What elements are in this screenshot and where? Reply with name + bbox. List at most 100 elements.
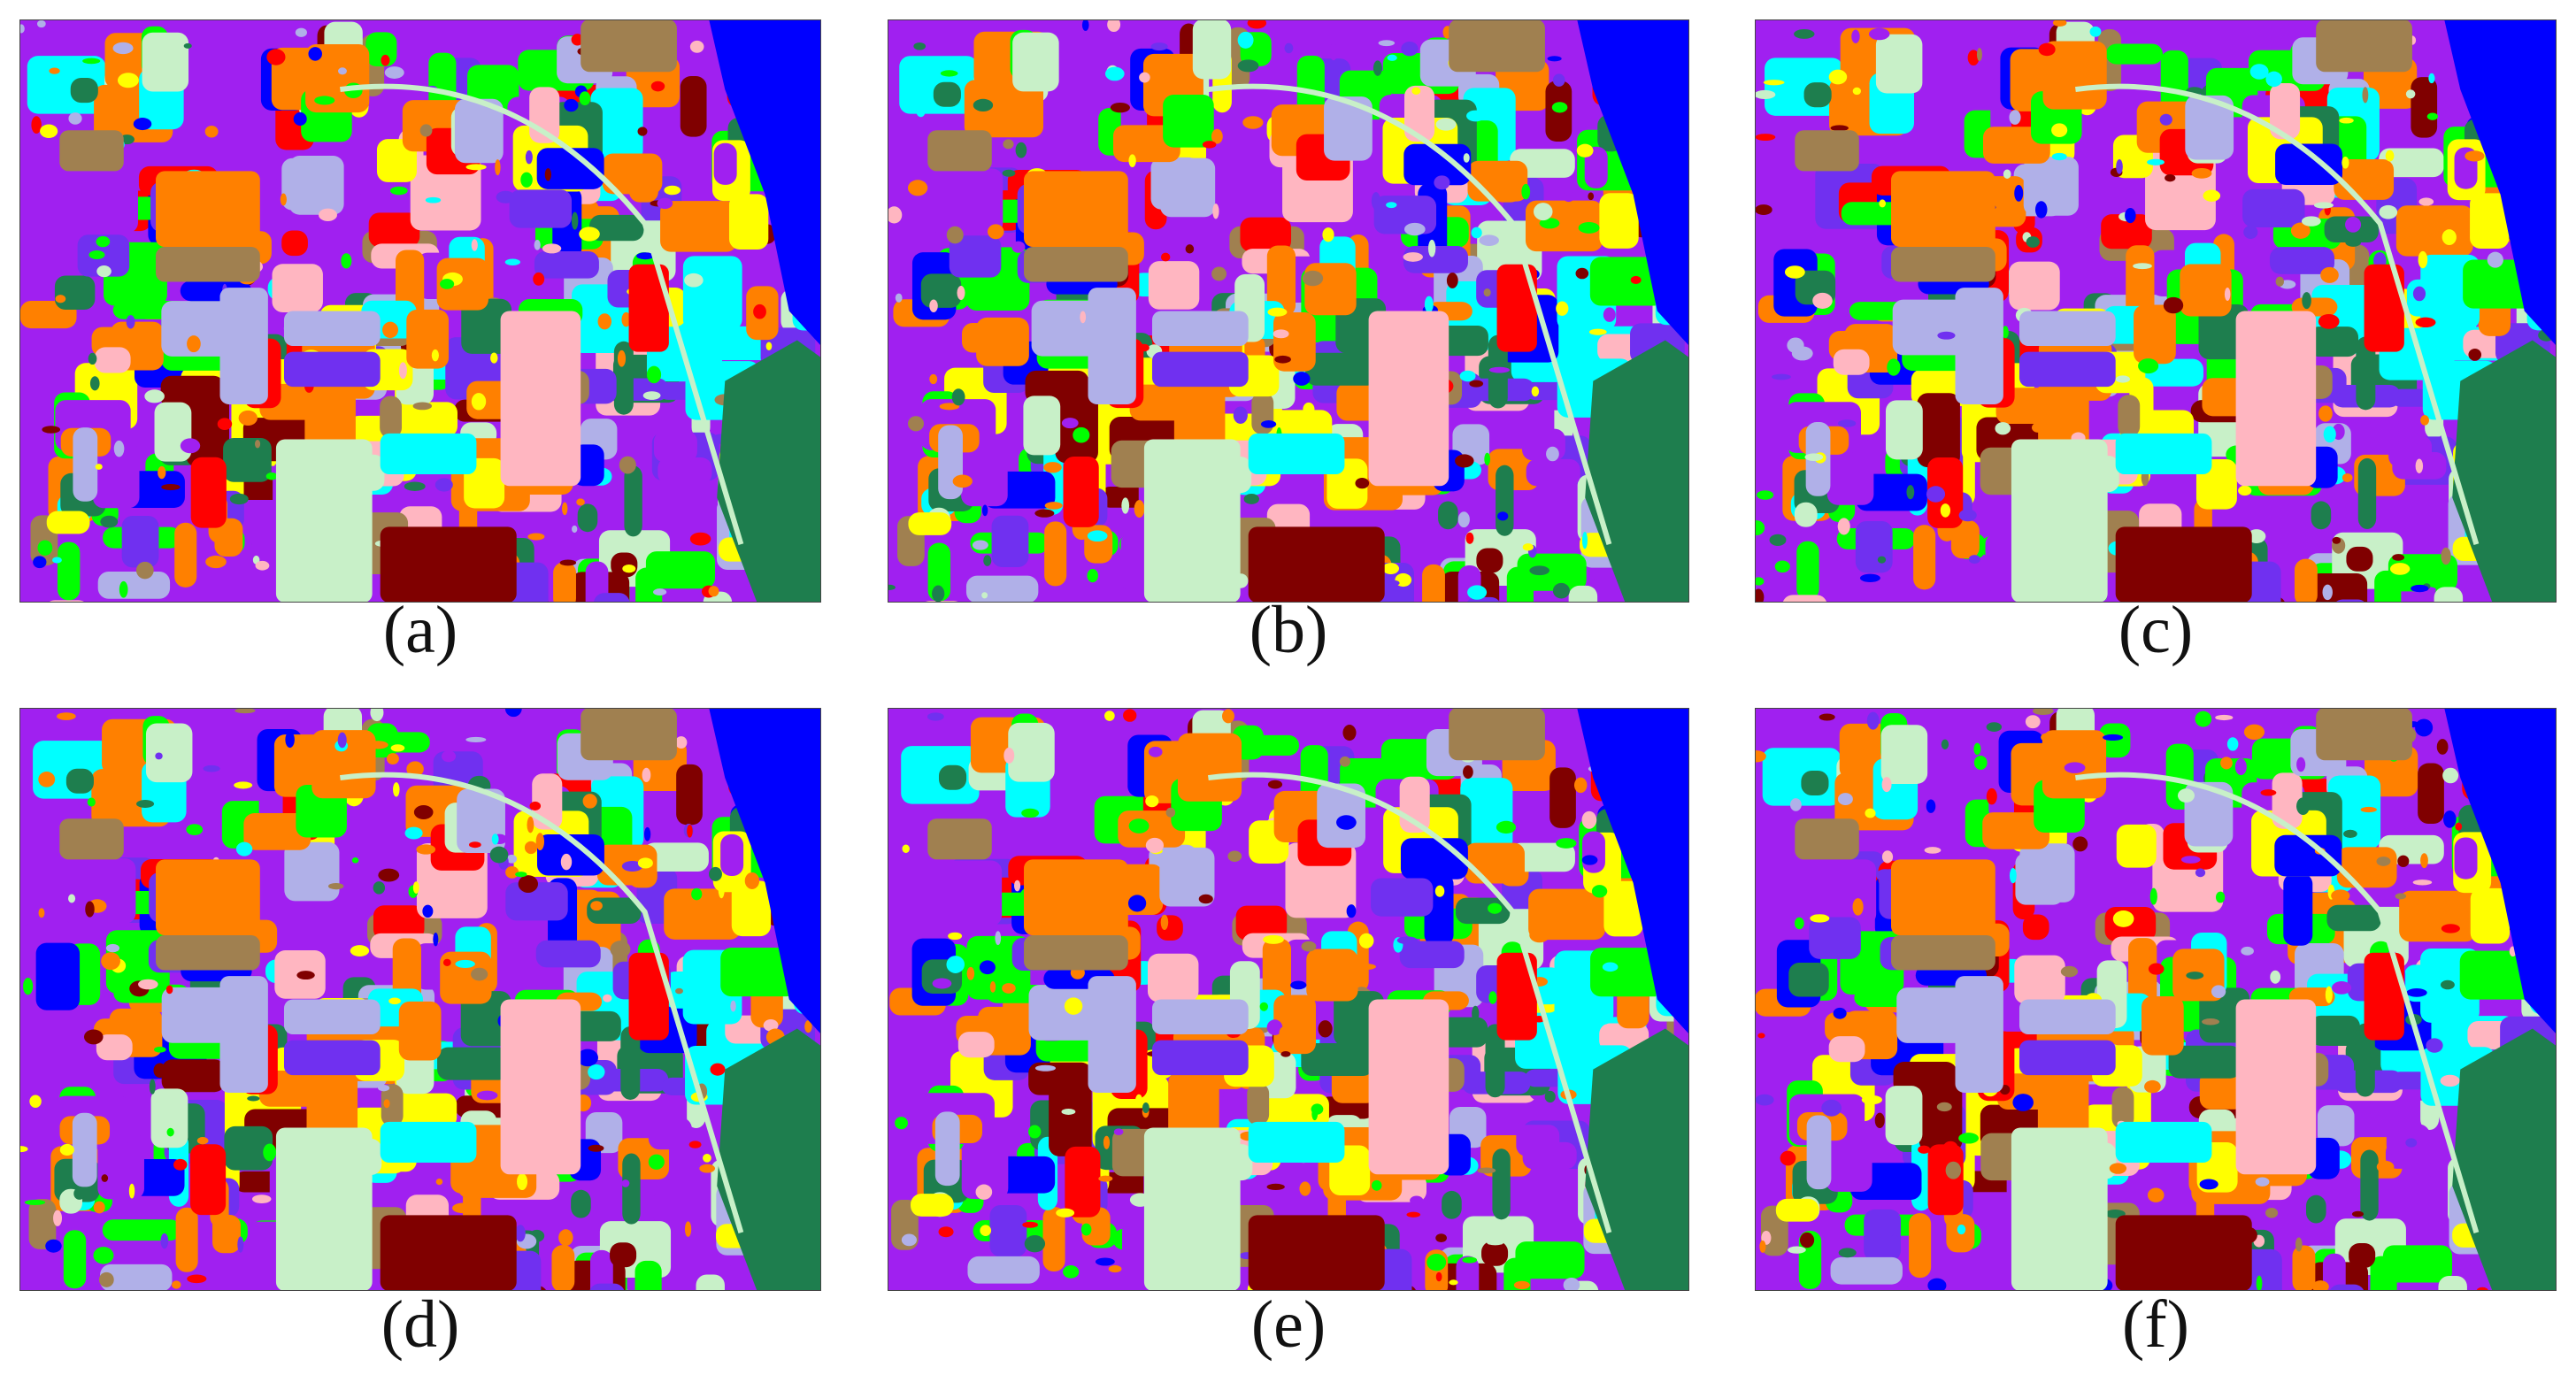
noise (1237, 31, 1254, 49)
noise (1958, 1133, 1980, 1144)
noise (577, 1048, 598, 1067)
noise (1533, 203, 1553, 221)
noise (979, 960, 996, 975)
region (2199, 1071, 2246, 1110)
noise (1630, 275, 1642, 284)
noise (367, 741, 388, 749)
noise (83, 1029, 104, 1045)
noise (1927, 1278, 1947, 1291)
noise (327, 882, 344, 890)
noise (1061, 1108, 1076, 1115)
noise (1780, 1150, 1796, 1166)
noise (1551, 102, 1568, 113)
noise (1941, 739, 1949, 749)
noise (2418, 197, 2434, 206)
noise (1573, 777, 1588, 794)
region (2115, 433, 2212, 475)
region (223, 438, 272, 482)
noise (1940, 503, 1950, 518)
noise (527, 533, 545, 541)
region (72, 1112, 97, 1187)
caption: (b) (1250, 593, 1328, 667)
noise (1522, 543, 1534, 551)
noise (559, 559, 577, 566)
region (1481, 1241, 1509, 1266)
region (1465, 842, 1525, 884)
region (212, 1215, 241, 1254)
region (1833, 349, 1870, 375)
region (1891, 859, 1995, 936)
noise (1995, 422, 2011, 435)
region (437, 1047, 510, 1080)
region (2180, 264, 2232, 317)
region (380, 396, 403, 439)
noise (1967, 50, 1980, 66)
noise (87, 797, 96, 807)
noise (2341, 157, 2349, 169)
noise (744, 872, 760, 889)
region (1248, 433, 1345, 475)
noise (2159, 113, 2172, 126)
noise (718, 880, 725, 899)
noise (2290, 222, 2311, 239)
noise (1755, 204, 1772, 216)
noise (341, 253, 352, 269)
noise (765, 342, 773, 351)
noise (1924, 847, 1942, 854)
noise (1861, 1095, 1883, 1105)
region (2042, 41, 2107, 110)
region (1510, 842, 1575, 872)
noise (1789, 798, 1802, 811)
region (1251, 392, 1274, 435)
noise (2362, 87, 2369, 104)
noise (2211, 985, 2226, 999)
noise (1371, 192, 1380, 210)
noise (434, 478, 453, 492)
noise (989, 981, 996, 993)
noise (1426, 1254, 1447, 1271)
region (2168, 1045, 2242, 1079)
noise (1073, 426, 1090, 443)
region (380, 1121, 477, 1164)
region (1515, 1241, 1585, 1279)
noise (2331, 889, 2350, 903)
region (1795, 130, 1859, 172)
region (2390, 388, 2432, 407)
noise (2415, 317, 2436, 328)
noise (895, 293, 903, 303)
noise (2260, 789, 2277, 796)
noise (2351, 1210, 2365, 1217)
noise (515, 872, 527, 878)
region (1516, 501, 1595, 532)
region (1581, 831, 1605, 873)
region (2316, 708, 2412, 761)
noise (113, 440, 125, 457)
noise (2215, 891, 2226, 903)
noise (1322, 227, 1334, 242)
noise (927, 712, 944, 721)
noise (1772, 373, 1791, 380)
region (650, 505, 729, 537)
noise (571, 34, 584, 46)
noise (1874, 1112, 1885, 1129)
noise (1435, 1271, 1442, 1282)
region (720, 948, 796, 997)
noise (1865, 808, 1876, 818)
noise (2191, 167, 2212, 179)
water (1577, 708, 1689, 1035)
noise (389, 186, 408, 196)
noise (527, 817, 534, 833)
region (1795, 818, 1859, 860)
region (2399, 890, 2477, 942)
noise (2311, 1280, 2329, 1291)
noise (1529, 565, 1549, 576)
region (643, 842, 709, 872)
region (288, 156, 344, 215)
noise (1104, 66, 1125, 81)
noise (1247, 19, 1267, 29)
noise (33, 556, 47, 569)
region (1526, 458, 1580, 487)
noise (1890, 1233, 1899, 1252)
noise (1488, 991, 1497, 1004)
noise (2147, 1187, 2165, 1202)
